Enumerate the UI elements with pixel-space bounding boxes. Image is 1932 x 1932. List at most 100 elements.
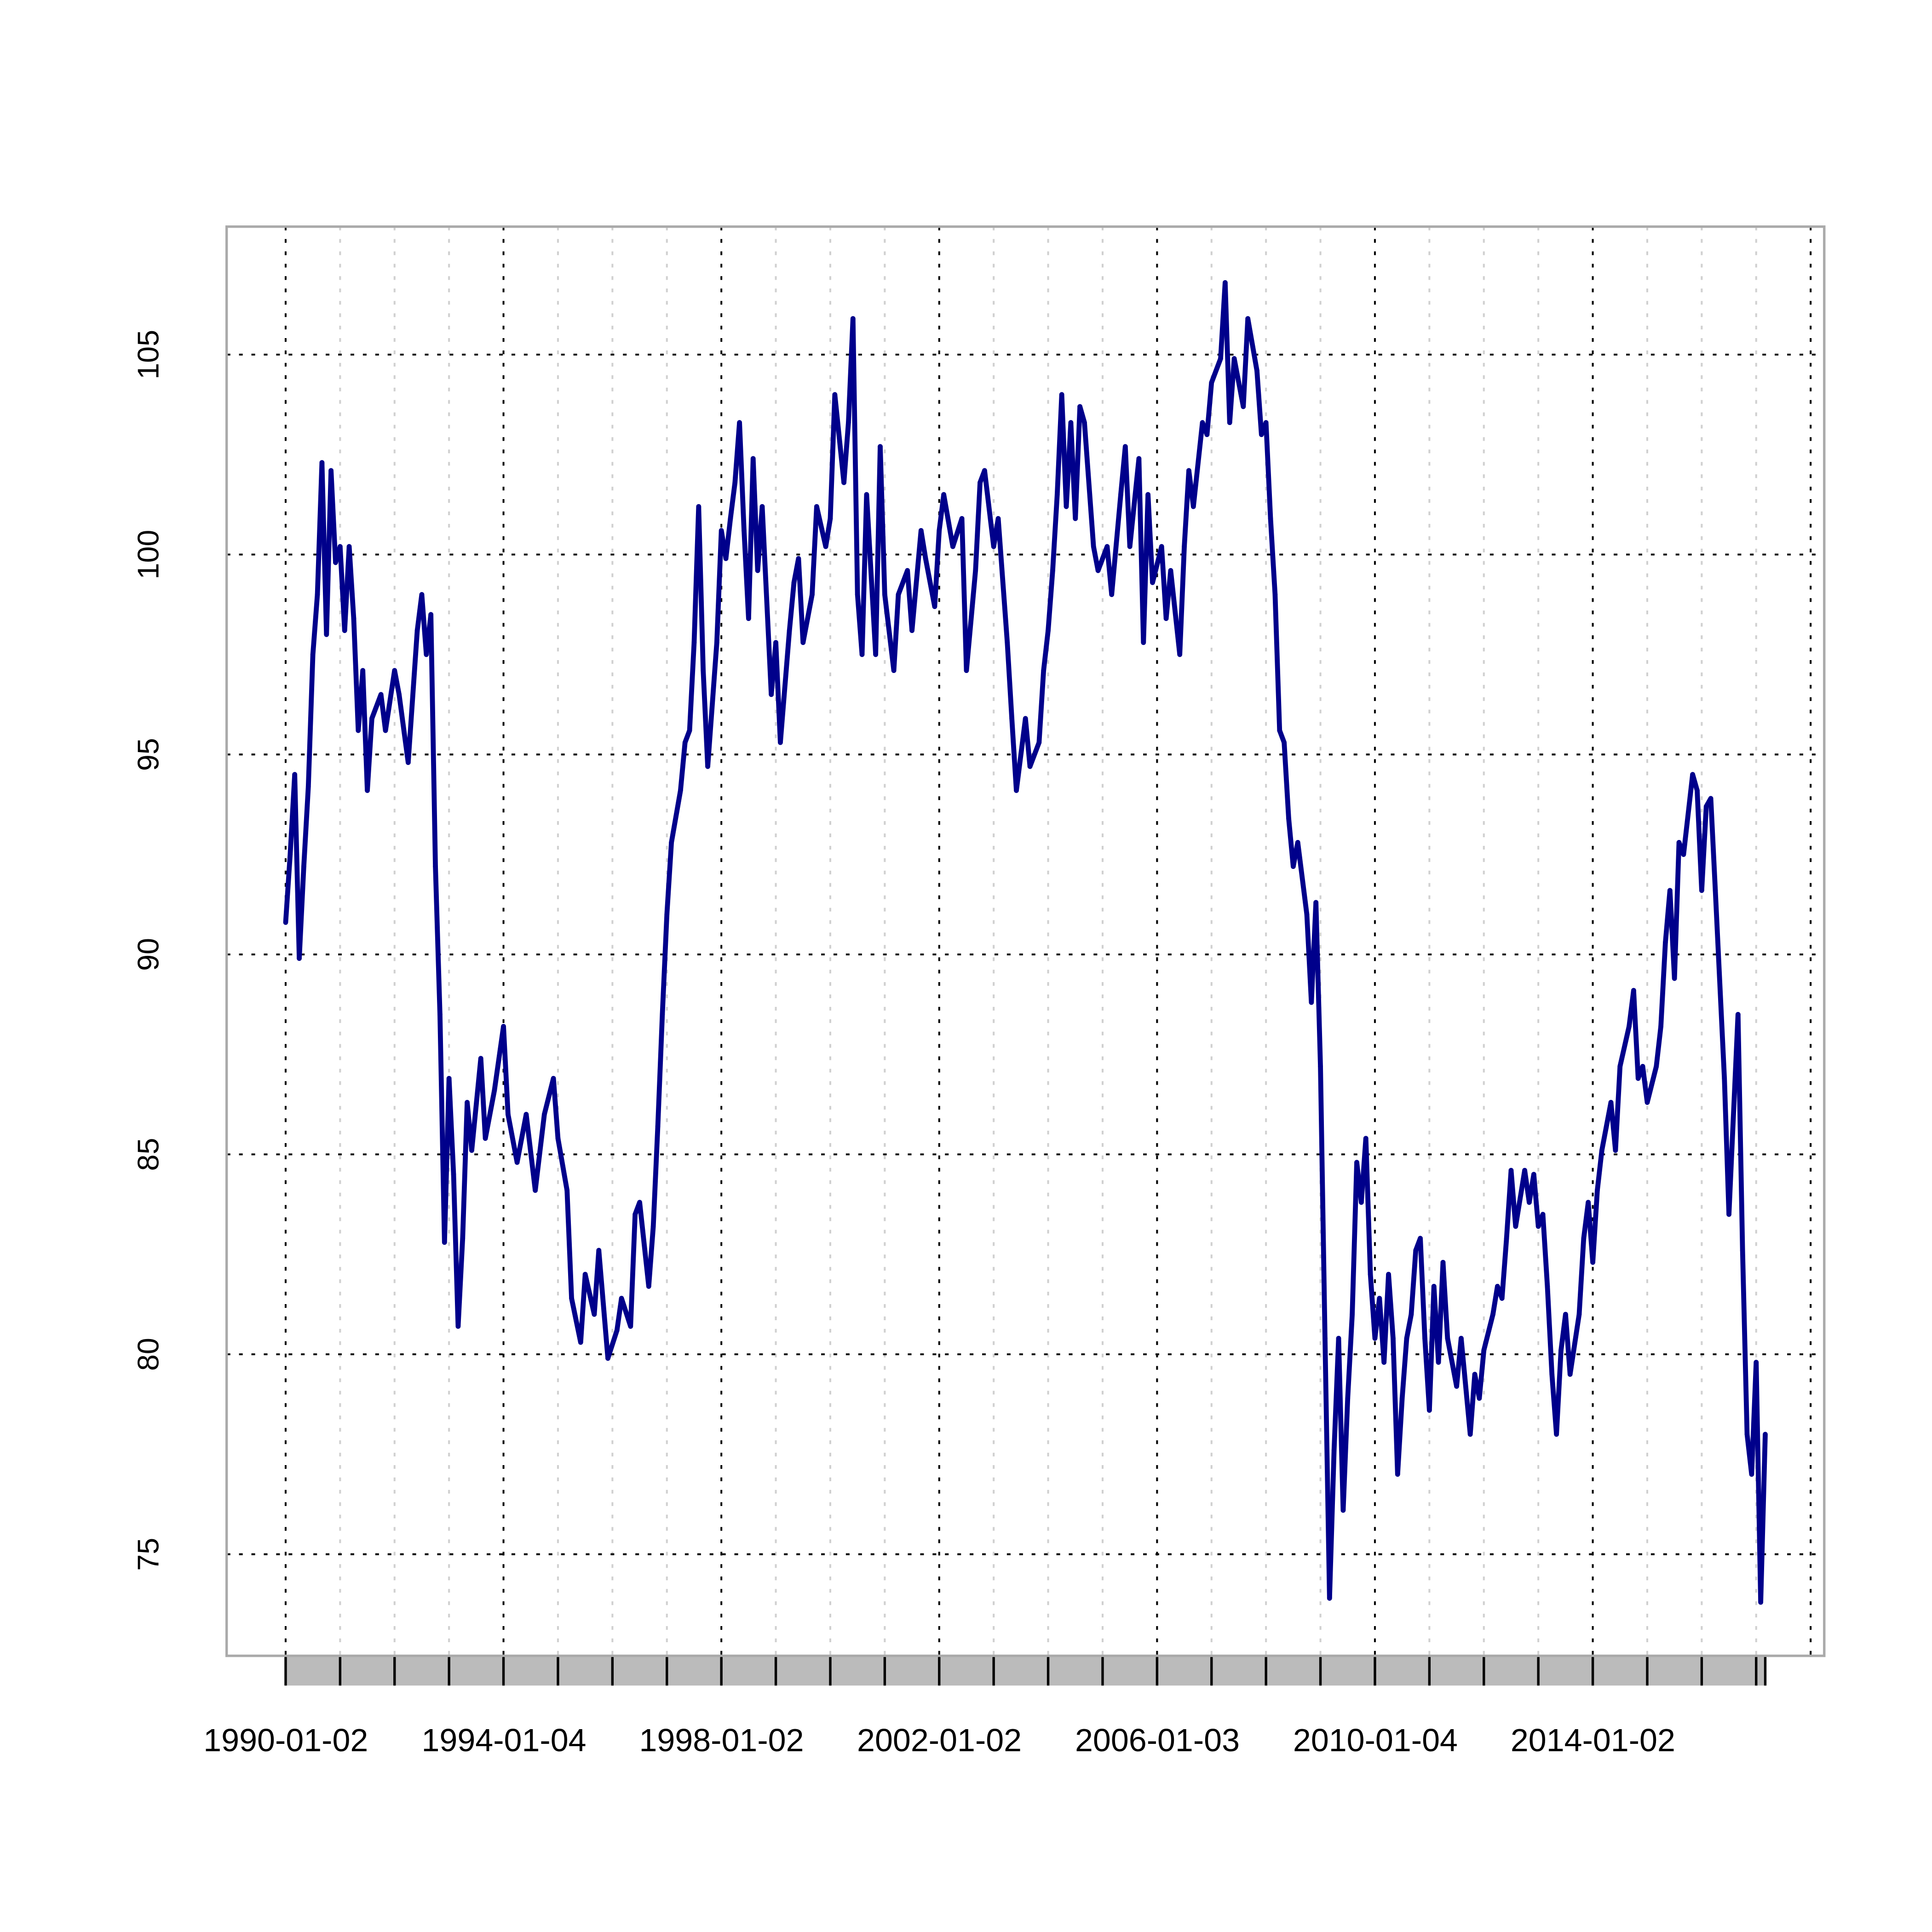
series-segment [1545,1283,1555,1377]
series-segment [850,316,860,597]
series-segment [650,1124,661,1229]
series-segment [1713,888,1727,1081]
plot-box [225,225,1826,1657]
series-segment [787,580,797,633]
series-segment [1263,420,1273,521]
series-segment [1477,1348,1487,1401]
series-segment [959,516,969,673]
series-segment [501,1024,511,1117]
series-segment [1690,772,1700,793]
series-segment [1014,716,1028,793]
series-segment [841,420,851,485]
series-segment [1404,1311,1414,1341]
series-segment [669,788,683,845]
series-segment [506,1112,520,1165]
series-segment [800,592,815,645]
series-segment [678,740,688,793]
series-segment [328,468,338,565]
series-segment [1658,940,1668,1029]
grid-lines [226,226,1817,1656]
series-segment [832,392,846,485]
y-tick-label: 100 [132,530,165,580]
x-tick-label: 2010-01-04 [1293,1722,1458,1758]
x-tick-label: 1994-01-04 [421,1722,586,1758]
series-segment [1531,1172,1541,1229]
series-segment [810,504,819,597]
series-segment [1005,640,1015,721]
series-segment [1327,1448,1337,1601]
series-segment [628,1212,638,1329]
series-segment [1295,840,1310,917]
series-segment [1613,1064,1623,1153]
series-segment [705,640,719,769]
series-segment [932,528,942,609]
series-segment [1467,1372,1478,1437]
series-segment [1540,1212,1550,1289]
series-segment [1672,840,1682,981]
series-segment [1177,544,1187,657]
series-segment [637,1200,651,1289]
series-segment [1350,1160,1359,1317]
series-segment [982,468,996,549]
series-segment [1204,380,1214,437]
y-tick-label: 90 [132,938,165,971]
series-segment [1245,316,1259,374]
series-segment [1576,1236,1587,1317]
series-segment [1481,1311,1495,1353]
series-segment [283,852,293,925]
series-segment [1041,628,1051,673]
series-segment [728,480,738,521]
series-segment [664,840,674,917]
series-segment [1109,492,1123,597]
series-segment [1631,988,1641,1081]
y-tick-label: 80 [132,1338,165,1371]
series-segment [1590,1188,1600,1265]
series-segment [564,1188,574,1301]
series-segment [596,1248,610,1361]
series-segment [1254,368,1264,437]
series-segment [1386,1271,1396,1341]
series-segment [1363,1136,1373,1277]
series-segment [909,528,924,633]
series-segment [555,1136,570,1193]
series-segment [605,1328,620,1361]
series-segment [1050,492,1060,573]
series-segment [941,492,955,549]
series-segment [814,504,828,549]
series-segment [964,568,978,673]
series-segment [1617,1024,1632,1069]
series-segment [1499,1236,1509,1301]
series-segment [1409,1248,1419,1317]
series-segment [1395,1396,1405,1477]
series-segment [1735,1012,1745,1253]
series-segment [1077,404,1087,426]
series-segment [696,504,706,673]
series-segment [1567,1311,1582,1377]
x-tick-label: 2002-01-02 [857,1722,1022,1758]
series-segment [1241,316,1251,409]
series-segment [1758,1432,1768,1605]
x-tick-labels: 1990-01-02 1994-01-04 1998-01-02 2002-01-02… [203,1722,1675,1758]
series-segment [346,544,356,621]
series-segment [1145,492,1155,585]
y-tick-label: 85 [132,1138,165,1171]
y-tick-label: 95 [132,738,165,771]
x-tick-label: 2006-01-03 [1075,1722,1240,1758]
x-tick-label: 1998-01-02 [639,1722,804,1758]
series-segment [646,1224,656,1289]
series-segment [823,516,833,549]
series-segment [297,864,306,961]
series-segment [778,628,792,745]
series-segment [478,1056,488,1141]
series-segment [1459,1335,1473,1437]
series-segment [1340,1396,1351,1513]
series-segment [660,912,670,1017]
series-segment [460,1100,470,1241]
series-segment [918,528,928,561]
series-segment [523,1112,538,1193]
series-segment [446,1075,456,1177]
series-segment [995,516,1010,645]
series-segment [1036,668,1046,745]
series-segment [1595,1148,1604,1193]
